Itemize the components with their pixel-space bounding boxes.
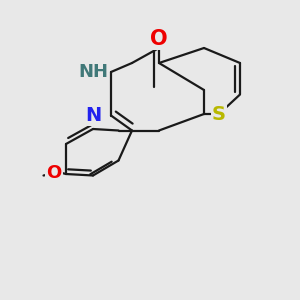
Text: N: N xyxy=(85,106,101,125)
Text: S: S xyxy=(212,104,226,124)
Text: O: O xyxy=(150,29,168,49)
Text: O: O xyxy=(46,164,62,181)
Text: NH: NH xyxy=(78,63,108,81)
